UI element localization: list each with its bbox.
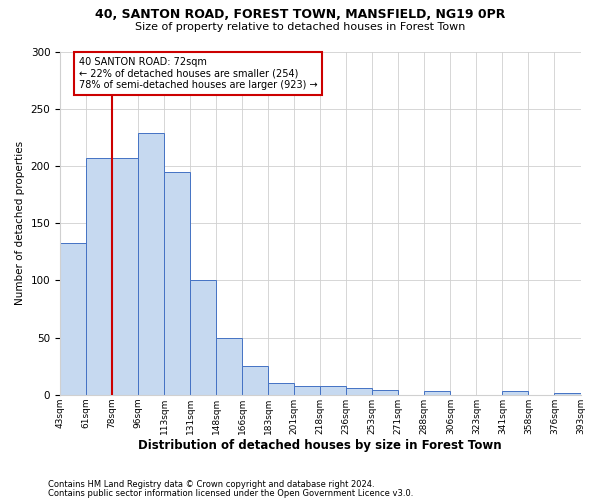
Bar	[164, 172, 190, 395]
Bar	[424, 392, 451, 395]
Y-axis label: Number of detached properties: Number of detached properties	[15, 141, 25, 305]
Bar	[554, 392, 581, 395]
Bar	[268, 384, 294, 395]
Bar	[60, 242, 86, 395]
Bar	[373, 390, 398, 395]
X-axis label: Distribution of detached houses by size in Forest Town: Distribution of detached houses by size …	[139, 440, 502, 452]
Bar	[346, 388, 373, 395]
Bar	[502, 392, 529, 395]
Bar	[294, 386, 320, 395]
Text: 40, SANTON ROAD, FOREST TOWN, MANSFIELD, NG19 0PR: 40, SANTON ROAD, FOREST TOWN, MANSFIELD,…	[95, 8, 505, 20]
Bar	[112, 158, 138, 395]
Text: Contains public sector information licensed under the Open Government Licence v3: Contains public sector information licen…	[48, 490, 413, 498]
Bar	[242, 366, 268, 395]
Text: Size of property relative to detached houses in Forest Town: Size of property relative to detached ho…	[135, 22, 465, 32]
Bar	[86, 158, 112, 395]
Text: Contains HM Land Registry data © Crown copyright and database right 2024.: Contains HM Land Registry data © Crown c…	[48, 480, 374, 489]
Bar	[320, 386, 346, 395]
Text: 40 SANTON ROAD: 72sqm
← 22% of detached houses are smaller (254)
78% of semi-det: 40 SANTON ROAD: 72sqm ← 22% of detached …	[79, 57, 317, 90]
Bar	[216, 338, 242, 395]
Bar	[138, 132, 164, 395]
Bar	[190, 280, 216, 395]
